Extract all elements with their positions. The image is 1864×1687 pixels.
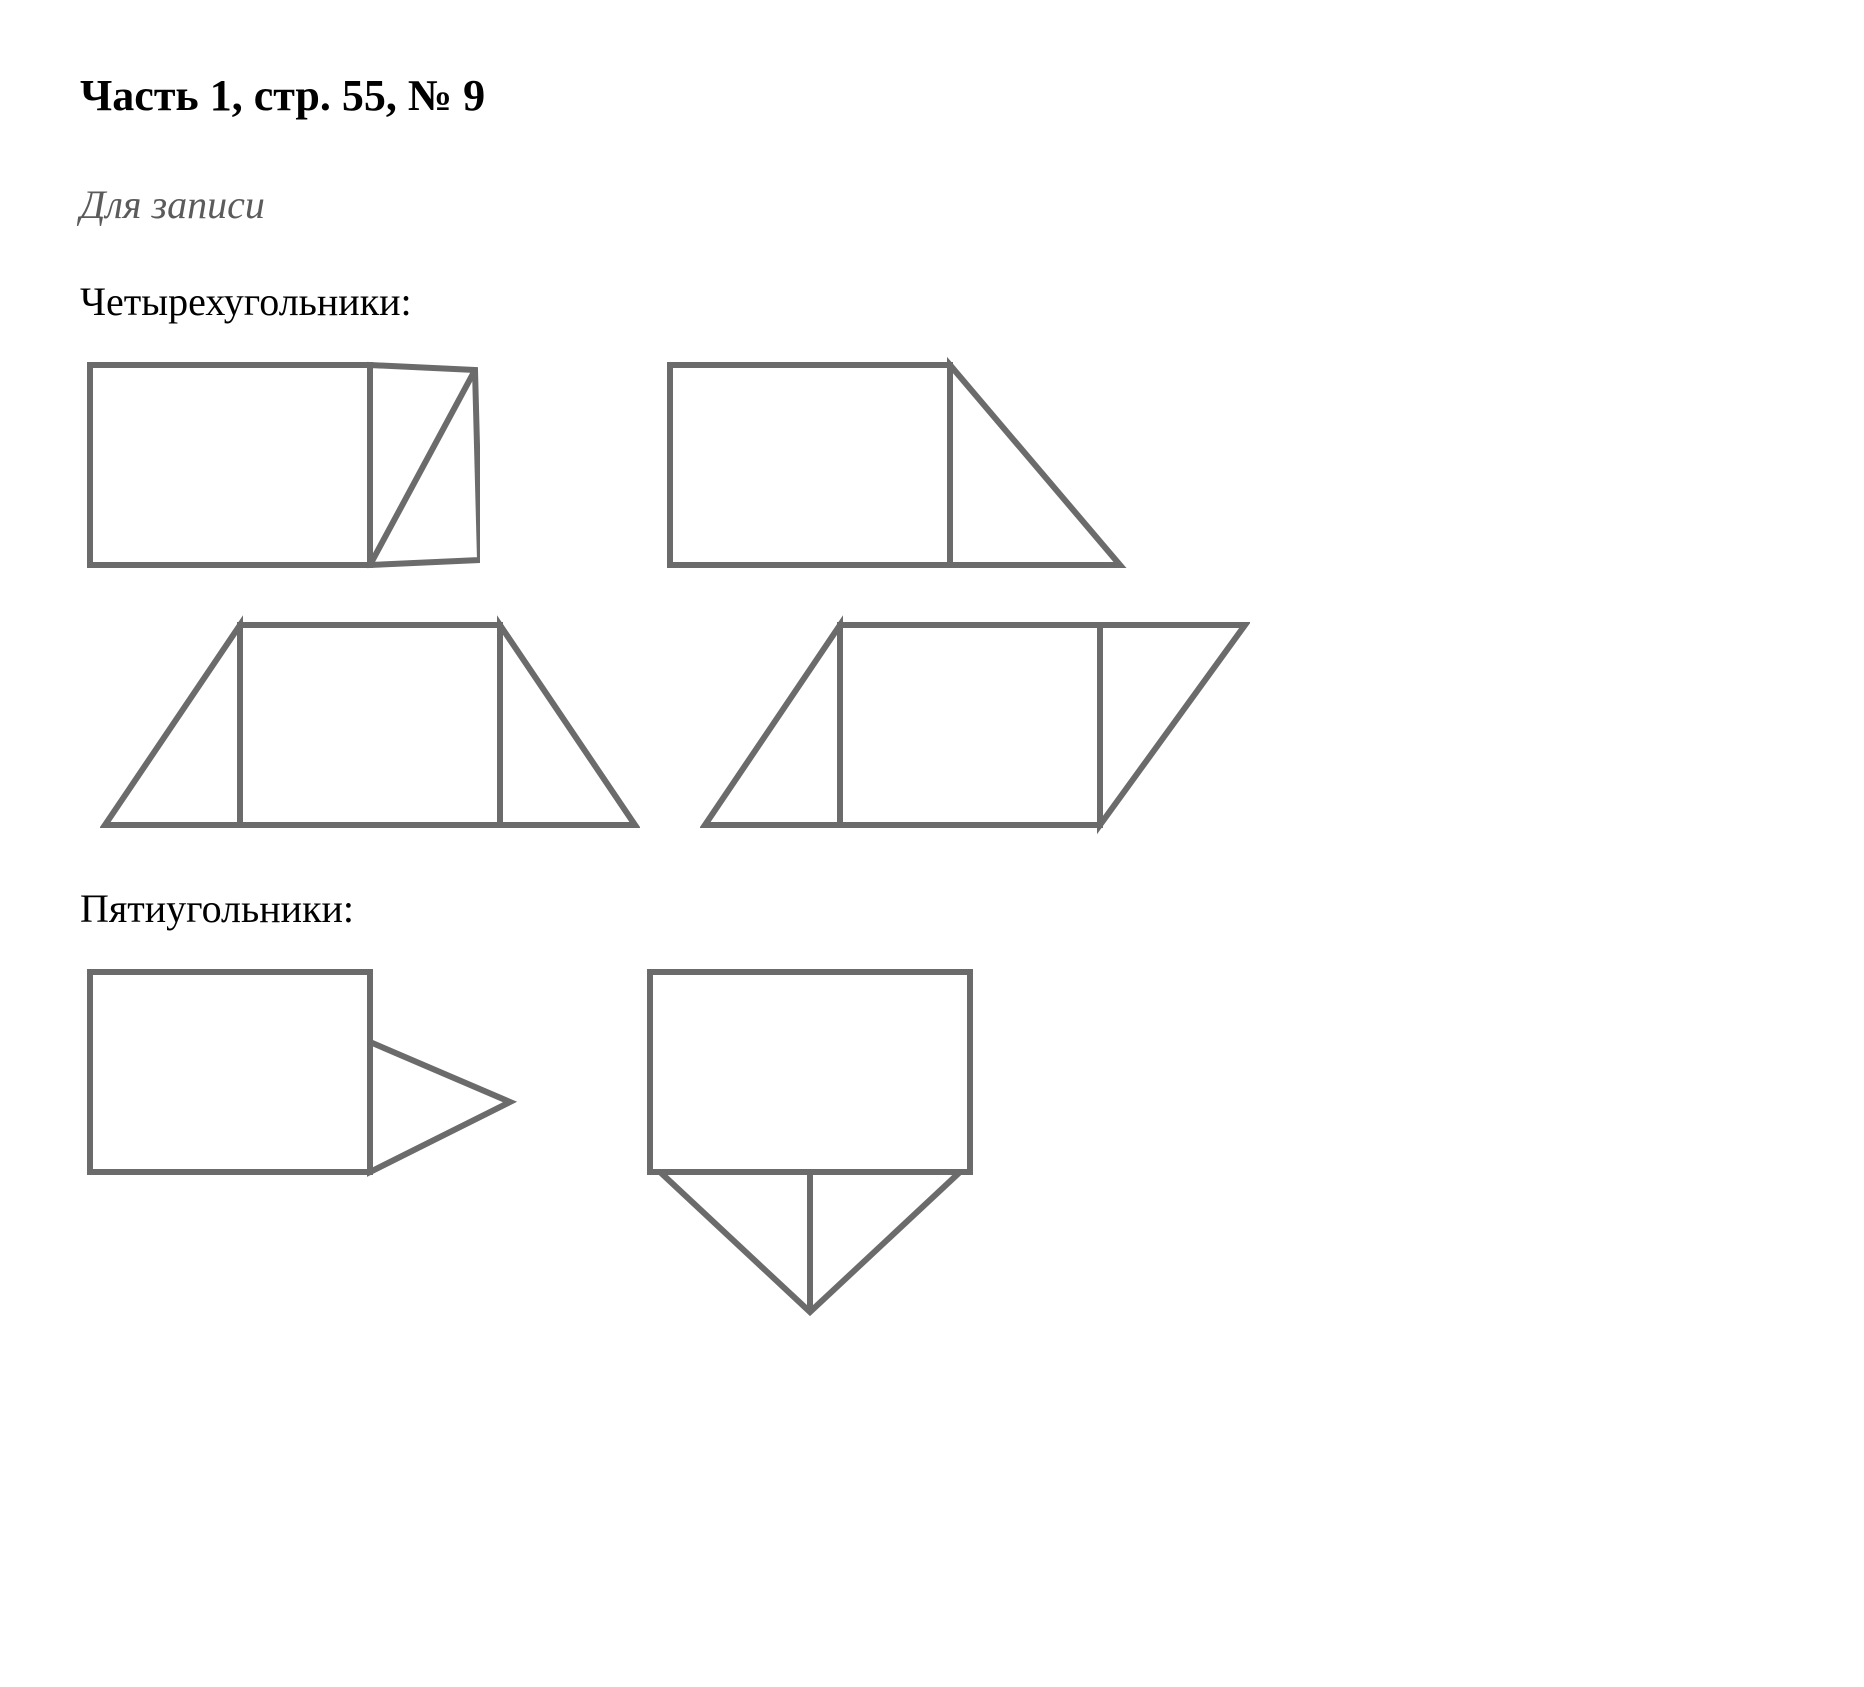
- figure-quad-2: [660, 355, 1130, 575]
- figure-quad-4: [700, 615, 1250, 835]
- page-subtitle: Для записи: [80, 181, 1784, 228]
- figure-pent-1: [80, 962, 520, 1222]
- figure-pent-2: [640, 962, 980, 1322]
- page-root: Часть 1, стр. 55, № 9 Для записи Четырех…: [0, 0, 1864, 1687]
- quadrilaterals-row-1: [80, 355, 1784, 575]
- section-label-pentagons: Пятиугольники:: [80, 885, 1784, 932]
- figure-quad-3: [100, 615, 640, 835]
- quadrilaterals-row-2: [80, 615, 1784, 835]
- pentagons-row: [80, 962, 1784, 1322]
- section-label-quadrilaterals: Четырехугольники:: [80, 278, 1784, 325]
- figure-quad-1: [80, 355, 480, 575]
- page-title: Часть 1, стр. 55, № 9: [80, 70, 1784, 121]
